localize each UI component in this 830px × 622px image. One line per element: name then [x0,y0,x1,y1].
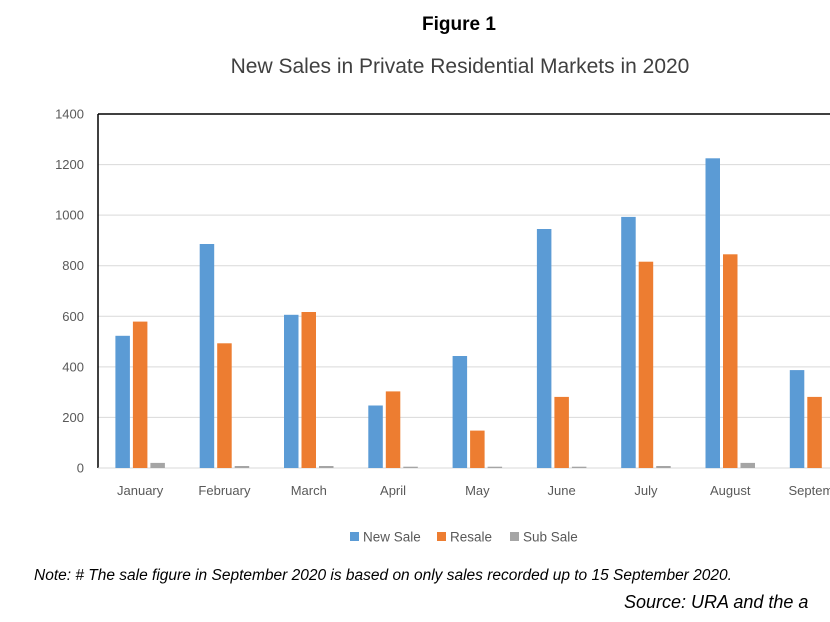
x-tick-label: August [710,483,751,498]
chart-title: New Sales in Private Residential Markets… [230,55,690,78]
bar-sub-sale [656,466,671,468]
bar-resale [723,254,738,468]
legend-swatch [350,532,359,541]
legend: New Sale Resale Sub Sale [350,530,578,545]
y-tick-label: 1200 [55,157,84,172]
x-tick-label: Septemb [789,483,830,498]
legend-swatch [510,532,519,541]
bar-resale [554,396,569,468]
bar-new-sale [284,314,299,468]
x-tick-label: March [291,483,327,498]
source-note: Source: URA and the a [624,592,809,612]
y-tick-label: 1000 [55,208,84,223]
x-tick-label: January [117,483,164,498]
x-axis-ticks: January February March April May June July Augu… [117,483,830,498]
bar-sub-sale [319,466,334,468]
bar-new-sale [452,356,468,468]
x-tick-label: April [380,483,406,498]
y-tick-label: 200 [62,410,84,425]
bar-resale [638,261,654,468]
x-tick-label: February [198,483,251,498]
figure-label: Figure 1 [422,14,496,35]
y-tick-label: 800 [62,258,84,273]
bar-new-sale [705,158,720,469]
bar-sub-sale [234,466,250,468]
y-tick-label: 0 [77,461,84,476]
bars [115,158,822,469]
bar-resale [470,430,485,468]
legend-swatch [437,532,446,541]
bar-resale [385,391,401,468]
footnote: Note: # The sale figure in September 202… [34,567,732,584]
bar-resale [807,396,822,468]
bar-new-sale [536,229,552,468]
legend-label: Resale [450,530,492,545]
bar-new-sale [621,216,636,468]
x-tick-label: May [465,483,490,498]
bar-sub-sale [740,462,755,468]
bar-resale [301,312,316,468]
bar-new-sale [115,335,130,468]
bar-resale [217,343,232,468]
legend-label: New Sale [363,530,421,545]
bar-sub-sale [403,466,418,468]
bar-chart: 0 200 400 600 800 1000 1200 1400 January Februar… [55,107,830,545]
bar-resale [132,321,148,468]
bar-new-sale [789,370,805,468]
y-tick-label: 600 [62,309,84,324]
x-tick-label: July [634,483,658,498]
bar-sub-sale [150,462,165,468]
y-tick-label: 1400 [55,107,84,122]
y-tick-label: 400 [62,359,84,374]
bar-new-sale [368,405,383,468]
bar-new-sale [199,244,215,468]
bar-sub-sale [487,466,503,468]
y-axis-ticks: 0 200 400 600 800 1000 1200 1400 [55,107,84,476]
legend-label: Sub Sale [523,530,578,545]
x-tick-label: June [548,483,576,498]
bar-sub-sale [571,466,587,468]
